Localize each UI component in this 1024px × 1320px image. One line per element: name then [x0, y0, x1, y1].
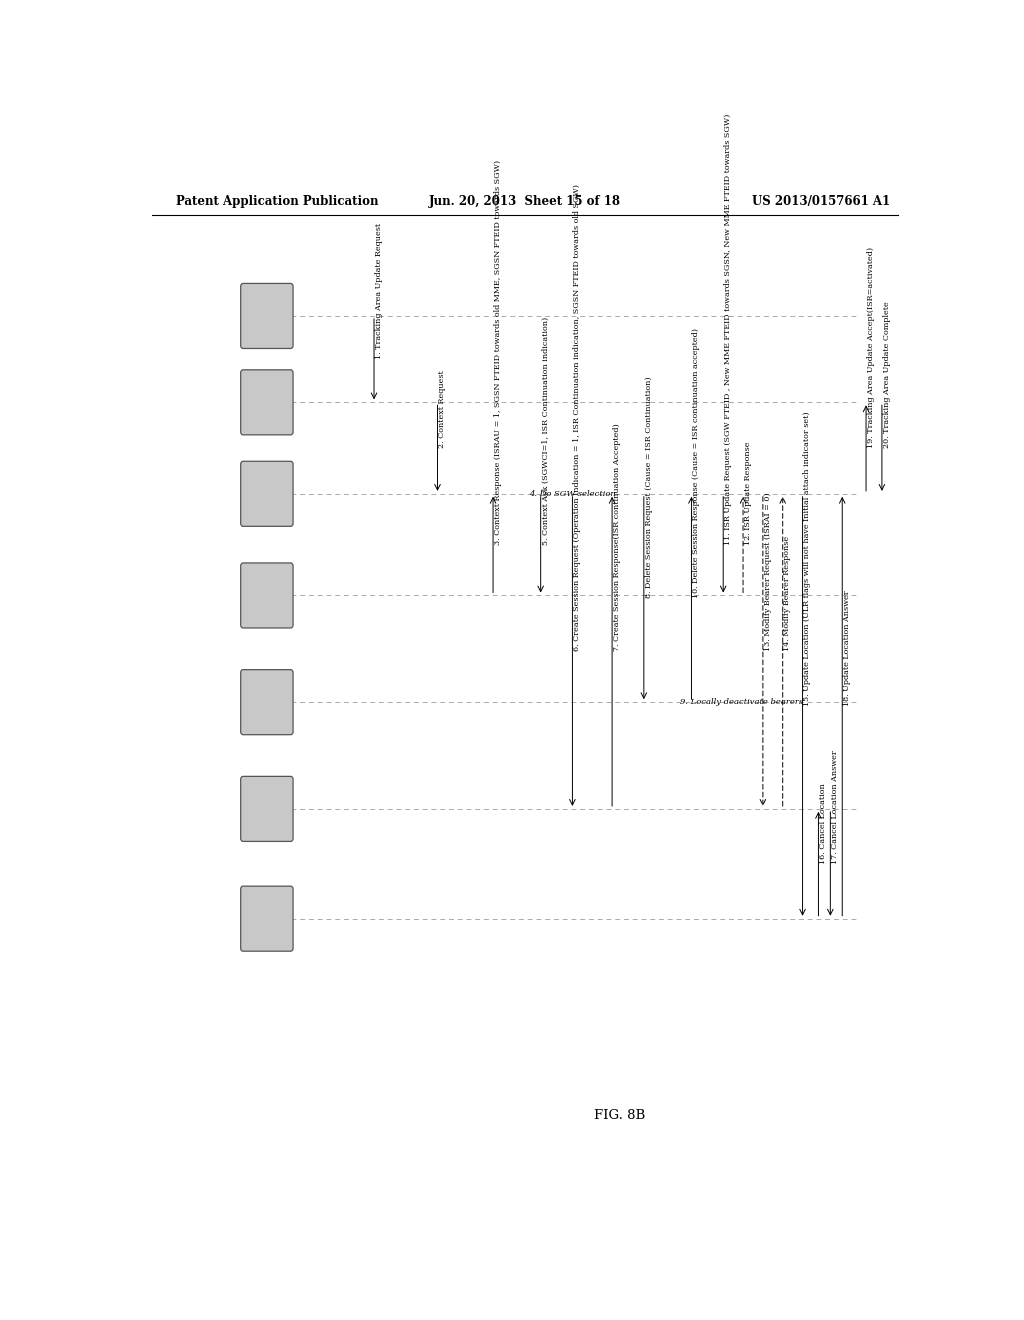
- Text: 19. Tracking Area Update Accept(ISR=activated): 19. Tracking Area Update Accept(ISR=acti…: [866, 247, 874, 447]
- FancyBboxPatch shape: [241, 562, 293, 628]
- Text: 7. Create Session Response(ISR continuation Accepted): 7. Create Session Response(ISR continuat…: [612, 424, 621, 651]
- Text: FIG. 8B: FIG. 8B: [594, 1109, 646, 1122]
- Text: 130: 130: [251, 585, 264, 607]
- FancyBboxPatch shape: [241, 370, 293, 434]
- FancyBboxPatch shape: [241, 284, 293, 348]
- Text: 11. ISR Update Request (SGW FTEID , New MME FTEID towards SGSN, New MME FTEID to: 11. ISR Update Request (SGW FTEID , New …: [724, 114, 732, 545]
- FancyBboxPatch shape: [241, 776, 293, 841]
- Text: Jun. 20, 2013  Sheet 15 of 18: Jun. 20, 2013 Sheet 15 of 18: [429, 194, 621, 207]
- Text: 20. Tracking Area Update Complete: 20. Tracking Area Update Complete: [883, 301, 891, 447]
- Text: 6. Create Session Request (Operation Indication = 1, ISR Continuation indication: 6. Create Session Request (Operation Ind…: [573, 185, 582, 651]
- Text: 17. Cancel Location Answer: 17. Cancel Location Answer: [831, 750, 839, 863]
- FancyBboxPatch shape: [241, 669, 293, 735]
- Text: 12. ISR Update Response: 12. ISR Update Response: [743, 441, 752, 545]
- Text: 4. Do SGW selection: 4. Do SGW selection: [528, 490, 615, 498]
- Text: 110: 110: [251, 305, 264, 327]
- Text: 118a: 118a: [251, 479, 264, 508]
- Text: 120b: 120b: [251, 793, 264, 824]
- Text: US 2013/0157661 A1: US 2013/0157661 A1: [752, 194, 890, 207]
- FancyBboxPatch shape: [241, 461, 293, 527]
- Text: 14. Modify Bearer Response: 14. Modify Bearer Response: [783, 536, 792, 651]
- Text: 13. Modify Bearer Request (ISRAI = 0): 13. Modify Bearer Request (ISRAI = 0): [764, 492, 772, 651]
- Text: 8. Delete Session Request (Cause = ISR Continuation): 8. Delete Session Request (Cause = ISR C…: [644, 376, 652, 598]
- Text: 124: 124: [251, 908, 264, 929]
- Text: 3. Context Response (ISRAU = 1, SGSN FTEID towards old MME, SGSN FTEID towards S: 3. Context Response (ISRAU = 1, SGSN FTE…: [494, 160, 502, 545]
- Text: 10. Delete Session Response (Cause = ISR continuation accepted): 10. Delete Session Response (Cause = ISR…: [692, 327, 700, 598]
- Text: 15. Update Location (ULR flags will not have Initial attach indicator set): 15. Update Location (ULR flags will not …: [803, 412, 811, 706]
- Text: Patent Application Publication: Patent Application Publication: [176, 194, 378, 207]
- Text: 5. Context Ack (SGWCI=1, ISR Continuation indication): 5. Context Ack (SGWCI=1, ISR Continuatio…: [542, 317, 550, 545]
- Text: 120a: 120a: [251, 688, 264, 717]
- Text: 9. Locally deactivate bearers: 9. Locally deactivate bearers: [680, 698, 803, 706]
- Text: 16. Cancel Location: 16. Cancel Location: [819, 783, 827, 863]
- Text: 1. Tracking Area Update Request: 1. Tracking Area Update Request: [375, 223, 383, 359]
- Text: 2. Context Request: 2. Context Request: [438, 371, 446, 447]
- FancyBboxPatch shape: [241, 886, 293, 952]
- Text: 18. Update Location Answer: 18. Update Location Answer: [843, 590, 851, 706]
- Text: 118b: 118b: [251, 388, 264, 417]
